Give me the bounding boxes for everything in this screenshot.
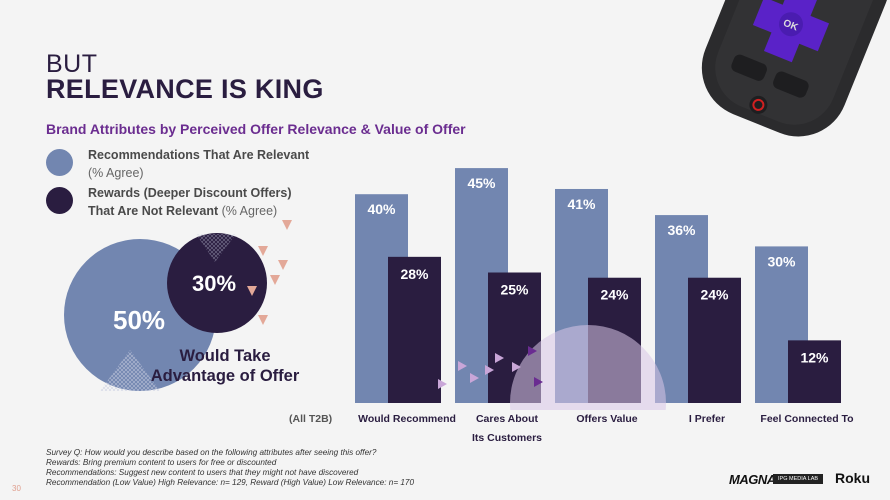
bar-data-label: 40% bbox=[367, 201, 396, 217]
ipg-media-lab-logo: IPG MEDIA LAB bbox=[773, 474, 824, 484]
bar-not-relevant bbox=[688, 277, 741, 403]
x-prefix-label: (All T2B) bbox=[289, 413, 333, 425]
footnotes: Survey Q: How would you describe based o… bbox=[46, 448, 414, 488]
legend-label: Recommendations That Are Relevant bbox=[88, 148, 310, 162]
x-axis-label-line: Cares About bbox=[475, 413, 539, 425]
decorative-triangle bbox=[512, 362, 521, 372]
decorative-circle bbox=[510, 325, 666, 410]
venn-caption: Would Take Advantage of Offer bbox=[140, 346, 310, 386]
bar-data-label: 24% bbox=[600, 287, 629, 303]
venn-caption-line2: Advantage of Offer bbox=[150, 367, 300, 385]
venn-caption-line1: Would Take bbox=[179, 347, 271, 365]
bar-not-relevant bbox=[788, 340, 841, 403]
decorative-triangles bbox=[247, 220, 292, 325]
venn-circle-not-relevant bbox=[167, 233, 267, 333]
bar-data-label: 36% bbox=[667, 222, 696, 238]
bar-data-label: 28% bbox=[400, 266, 429, 282]
bar-chart: 40% 28% 45% 25% 41% 24% 36% 24% 30% 12% bbox=[355, 168, 841, 410]
x-axis-label-line: Offers Value bbox=[576, 413, 638, 425]
decorative-triangle bbox=[485, 365, 494, 375]
legend-note: (% Agree) bbox=[88, 166, 144, 180]
bar-data-label: 25% bbox=[500, 282, 529, 298]
bar-data-label: 12% bbox=[800, 349, 829, 365]
decorative-triangle bbox=[495, 353, 504, 363]
legend-swatch-not-relevant bbox=[46, 187, 73, 214]
footnote: Rewards: Bring premium content to users … bbox=[46, 458, 277, 467]
x-axis-label: Cares About Its Customers bbox=[452, 410, 562, 448]
power-icon bbox=[752, 98, 765, 111]
roku-remote-image: OK bbox=[701, 0, 890, 137]
x-axis-label: Offers Value bbox=[552, 410, 662, 429]
x-axis-label: Would Recommend bbox=[352, 410, 462, 429]
footnote: Recommendation (Low Value) High Relevanc… bbox=[46, 478, 415, 487]
chart-subtitle: Brand Attributes by Perceived Offer Rele… bbox=[46, 121, 466, 137]
decorative-triangle bbox=[458, 361, 467, 371]
back-icon bbox=[731, 54, 767, 81]
legend-label: Rewards (Deeper Discount Offers) bbox=[88, 186, 292, 200]
bar-data-label: 30% bbox=[767, 253, 796, 269]
x-axis-label-line: Its Customers bbox=[471, 432, 543, 444]
roku-logo: Roku bbox=[835, 470, 870, 486]
title-line1: BUT bbox=[46, 50, 98, 78]
magna-logo: MAGNA bbox=[729, 472, 776, 487]
x-axis-label: I Prefer bbox=[652, 410, 762, 429]
home-icon bbox=[773, 71, 809, 98]
x-axis-label: Feel Connected To bbox=[752, 410, 862, 429]
x-axis-label-line: Would Recommend bbox=[358, 413, 456, 425]
page-number: 30 bbox=[12, 484, 21, 493]
decorative-triangle bbox=[528, 346, 537, 356]
legend-item-not-relevant: Rewards (Deeper Discount Offers) That Ar… bbox=[88, 184, 292, 220]
venn-value-big: 50% bbox=[113, 305, 166, 335]
legend-note: (% Agree) bbox=[221, 204, 278, 218]
legend-swatch-relevant bbox=[46, 149, 73, 176]
decorative-triangle bbox=[438, 379, 447, 389]
bar-data-label: 41% bbox=[567, 196, 596, 212]
footnote: Recommendations: Suggest new content to … bbox=[46, 468, 359, 477]
venn-graphic bbox=[64, 220, 292, 391]
footnote: Survey Q: How would you describe based o… bbox=[46, 448, 377, 457]
venn-value-small: 30% bbox=[192, 271, 237, 296]
page-title: RELEVANCE IS KING bbox=[46, 74, 324, 104]
decorative-triangle bbox=[534, 377, 543, 387]
x-axis-label-line: I Prefer bbox=[688, 413, 726, 425]
ok-label: OK bbox=[781, 18, 800, 34]
decorative-triangle bbox=[470, 373, 479, 383]
bar-data-label: 45% bbox=[467, 175, 496, 191]
legend-item-relevant: Recommendations That Are Relevant (% Agr… bbox=[88, 146, 309, 182]
bar-not-relevant bbox=[388, 256, 441, 403]
legend-label: That Are Not Relevant bbox=[88, 204, 219, 218]
bar-data-label: 24% bbox=[700, 287, 729, 303]
x-axis-label-line: Feel Connected To bbox=[760, 413, 854, 425]
